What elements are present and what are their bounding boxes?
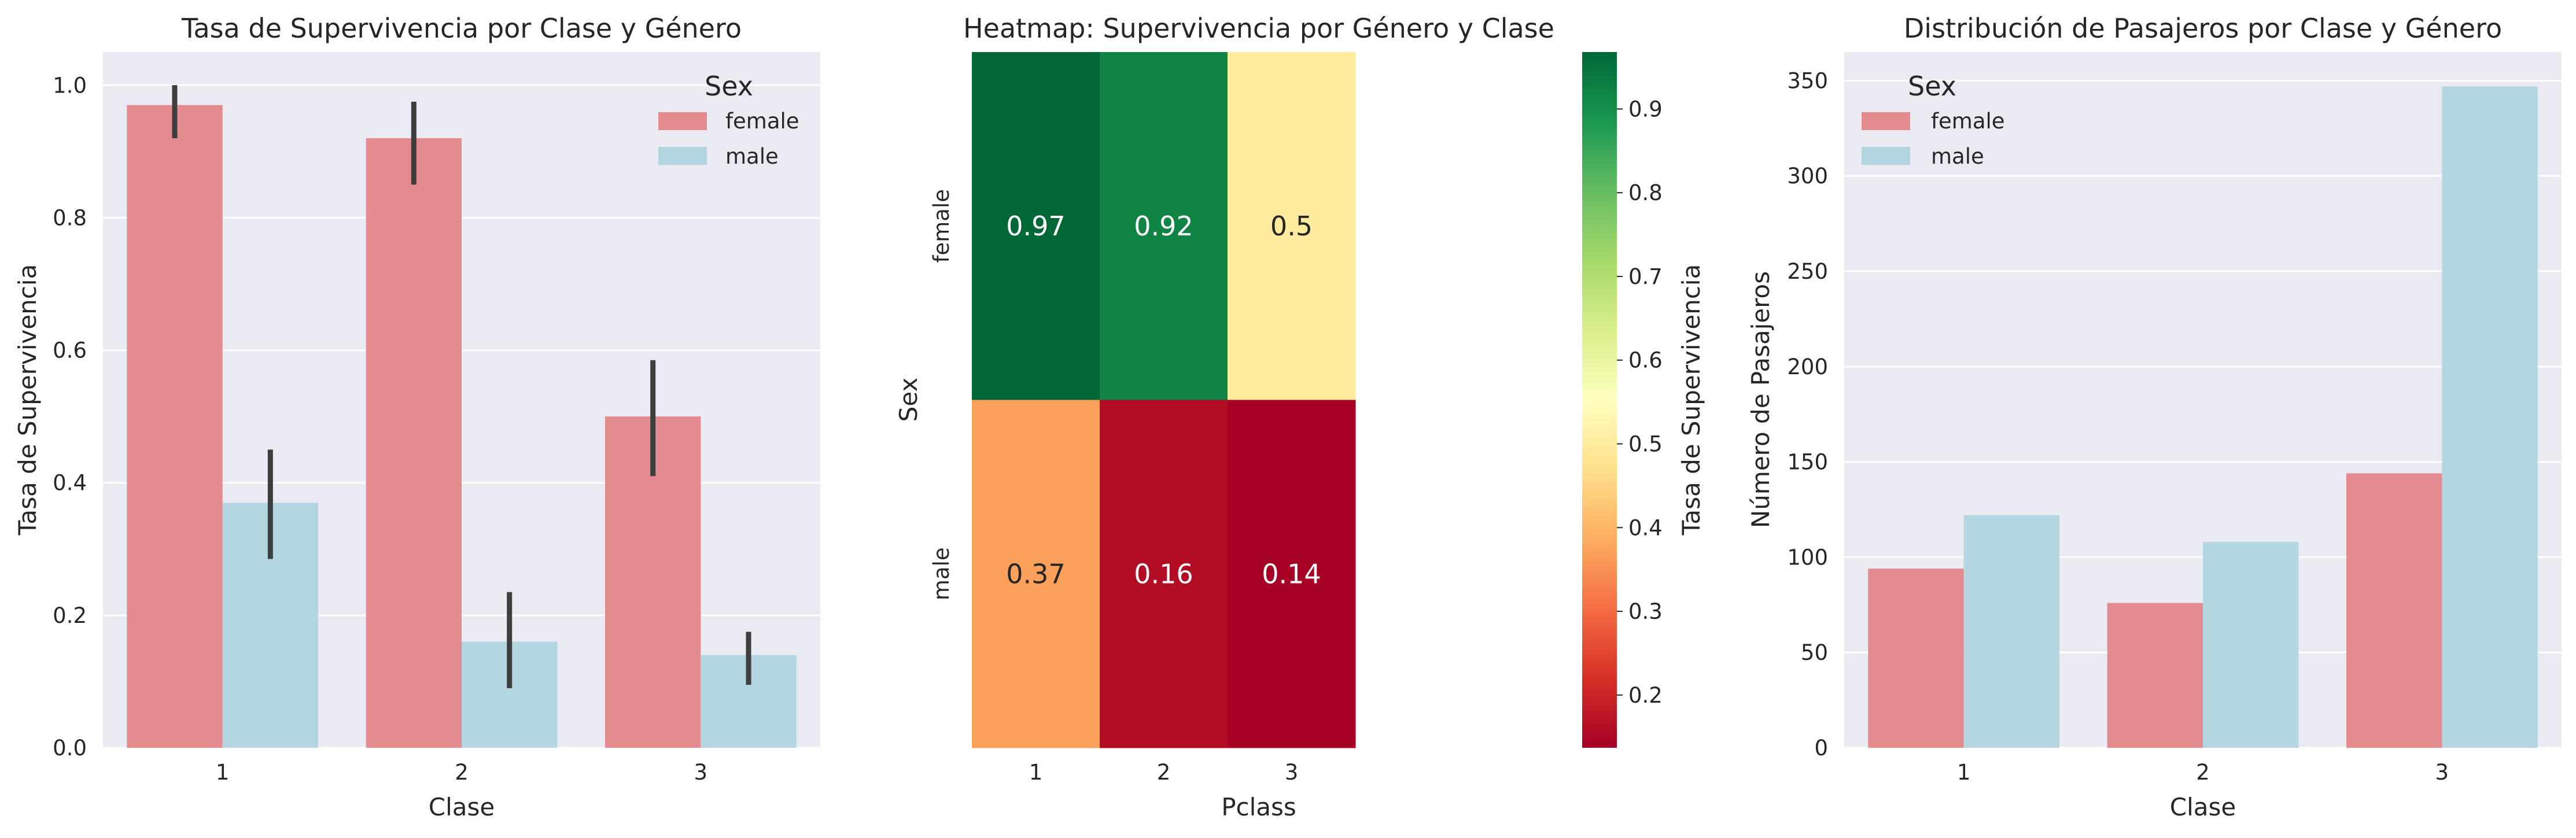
x-tick-labels: 1 2 3 (1957, 760, 2449, 785)
heatmap-annotation: 0.97 (1006, 211, 1065, 242)
heatmap-annotation: 0.37 (1006, 558, 1065, 589)
legend-label-female: female (1931, 109, 2005, 134)
y-axis-label: Tasa de Supervivencia (13, 264, 42, 536)
heatmap-cell-female-3 (1228, 52, 1356, 400)
y-tick-label: 200 (1787, 355, 1828, 379)
x-tick-labels: 1 2 3 (216, 760, 707, 785)
legend-label-male: male (1931, 144, 1984, 169)
y-tick-label: 0.2 (53, 603, 87, 628)
x-axis-label: Pclass (1221, 793, 1296, 821)
colorbar-tick-label: 0.4 (1628, 515, 1663, 540)
colorbar-ticks: 0.2 0.3 0.4 0.5 0.6 0.7 0.8 0.9 (1617, 97, 1663, 708)
heatmap-cells (972, 52, 1356, 748)
y-tick-label: 0.8 (53, 205, 87, 230)
y-tick-label: female (929, 189, 954, 263)
heatmap-annotation: 0.14 (1262, 558, 1321, 589)
x-axis-label: Clase (429, 793, 495, 821)
y-tick-label: 0.6 (53, 338, 87, 363)
y-tick-label: 1.0 (53, 73, 87, 98)
colorbar-label: Tasa de Supervivencia (1677, 264, 1705, 536)
x-tick-label: 3 (694, 760, 708, 785)
heatmap-cell-female-2 (1100, 52, 1228, 400)
y-axis-label: Sex (894, 378, 923, 422)
legend-label-female: female (725, 109, 799, 134)
bar-female-1 (1868, 568, 1964, 748)
colorbar-tick-label: 0.6 (1628, 348, 1663, 373)
colorbar-tick-label: 0.9 (1628, 97, 1663, 121)
y-tick-label: 300 (1787, 164, 1828, 189)
y-axis-label: Número de Pasajeros (1746, 271, 1775, 528)
bar-male-3 (2442, 86, 2538, 748)
heatmap-cell-male-2 (1100, 400, 1228, 748)
x-tick-label: 1 (1957, 760, 1971, 785)
y-tick-labels: 0.0 0.2 0.4 0.6 0.8 1.0 (53, 73, 87, 761)
survival-bar-chart: 0.0 0.2 0.4 0.6 0.8 1.0 1 2 3 Tasa de Supervive… (13, 13, 820, 821)
heatmap-annotation: 0.92 (1134, 211, 1193, 242)
colorbar-tick-label: 0.8 (1628, 180, 1663, 205)
y-tick-label: 350 (1787, 68, 1828, 93)
x-axis-label: Clase (2170, 793, 2236, 821)
y-tick-label: 250 (1787, 259, 1828, 284)
legend-swatch-male (1862, 147, 1910, 165)
x-tick-label: 3 (1285, 760, 1299, 785)
y-tick-label: 150 (1787, 450, 1828, 475)
y-tick-labels: female male (929, 189, 954, 600)
heatmap-cell-male-3 (1228, 400, 1356, 748)
colorbar-tick-label: 0.7 (1628, 264, 1663, 289)
bar-female-1 (127, 105, 223, 748)
survival-heatmap: 0.97 0.92 0.5 0.37 0.16 0.14 1 2 3 female male H… (894, 13, 1705, 821)
x-tick-label: 2 (2196, 760, 2210, 785)
x-tick-labels: 1 2 3 (1029, 760, 1299, 785)
x-tick-label: 1 (1029, 760, 1043, 785)
legend-swatch-male (658, 147, 707, 165)
bar-male-1 (1963, 515, 2059, 748)
heatmap-annotation: 0.5 (1270, 211, 1313, 242)
legend-swatch-female (658, 112, 707, 130)
legend: Sex female male (1862, 71, 2005, 169)
x-tick-label: 3 (2435, 760, 2449, 785)
heatmap-cell-male-1 (972, 400, 1100, 748)
heatmap-annotation: 0.16 (1134, 558, 1193, 589)
passenger-count-bar-chart: 0 50 100 150 200 250 300 350 1 2 3 Distribución d… (1746, 13, 2562, 821)
y-tick-label: 0.4 (53, 471, 87, 496)
y-tick-label: 0.0 (53, 736, 87, 761)
legend-title: Sex (1908, 71, 1956, 102)
x-tick-label: 2 (1157, 760, 1171, 785)
heatmap-title: Heatmap: Supervivencia por Género y Clas… (963, 13, 1554, 44)
heatmap-annotations: 0.97 0.92 0.5 0.37 0.16 0.14 (1006, 211, 1321, 590)
y-tick-label: 0 (1814, 736, 1828, 761)
legend: Sex female male (658, 71, 799, 169)
error-bars (172, 85, 751, 688)
bars (127, 105, 797, 748)
y-tick-label: 100 (1787, 545, 1828, 570)
y-tick-label: 50 (1801, 640, 1828, 665)
y-tick-labels: 0 50 100 150 200 250 300 350 (1787, 68, 1828, 761)
bar-male-2 (2203, 542, 2299, 748)
y-tick-label: male (929, 547, 954, 600)
x-tick-label: 2 (455, 760, 469, 785)
legend-label-male: male (725, 144, 779, 169)
chart-title: Tasa de Supervivencia por Clase y Género (181, 13, 742, 44)
bars (1868, 86, 2538, 748)
colorbar-tick-label: 0.2 (1628, 683, 1663, 708)
heatmap-cell-female-1 (972, 52, 1100, 400)
legend-swatch-female (1862, 112, 1910, 130)
bar-female-3 (2346, 473, 2442, 748)
colorbar-tick-label: 0.5 (1628, 432, 1663, 457)
x-tick-label: 1 (216, 760, 230, 785)
chart-title: Distribución de Pasajeros por Clase y Gé… (1904, 13, 2502, 44)
colorbar (1582, 52, 1617, 748)
bar-female-2 (2107, 603, 2203, 748)
bar-female-2 (366, 138, 462, 748)
colorbar-tick-label: 0.3 (1628, 599, 1663, 624)
legend-title: Sex (705, 71, 753, 102)
